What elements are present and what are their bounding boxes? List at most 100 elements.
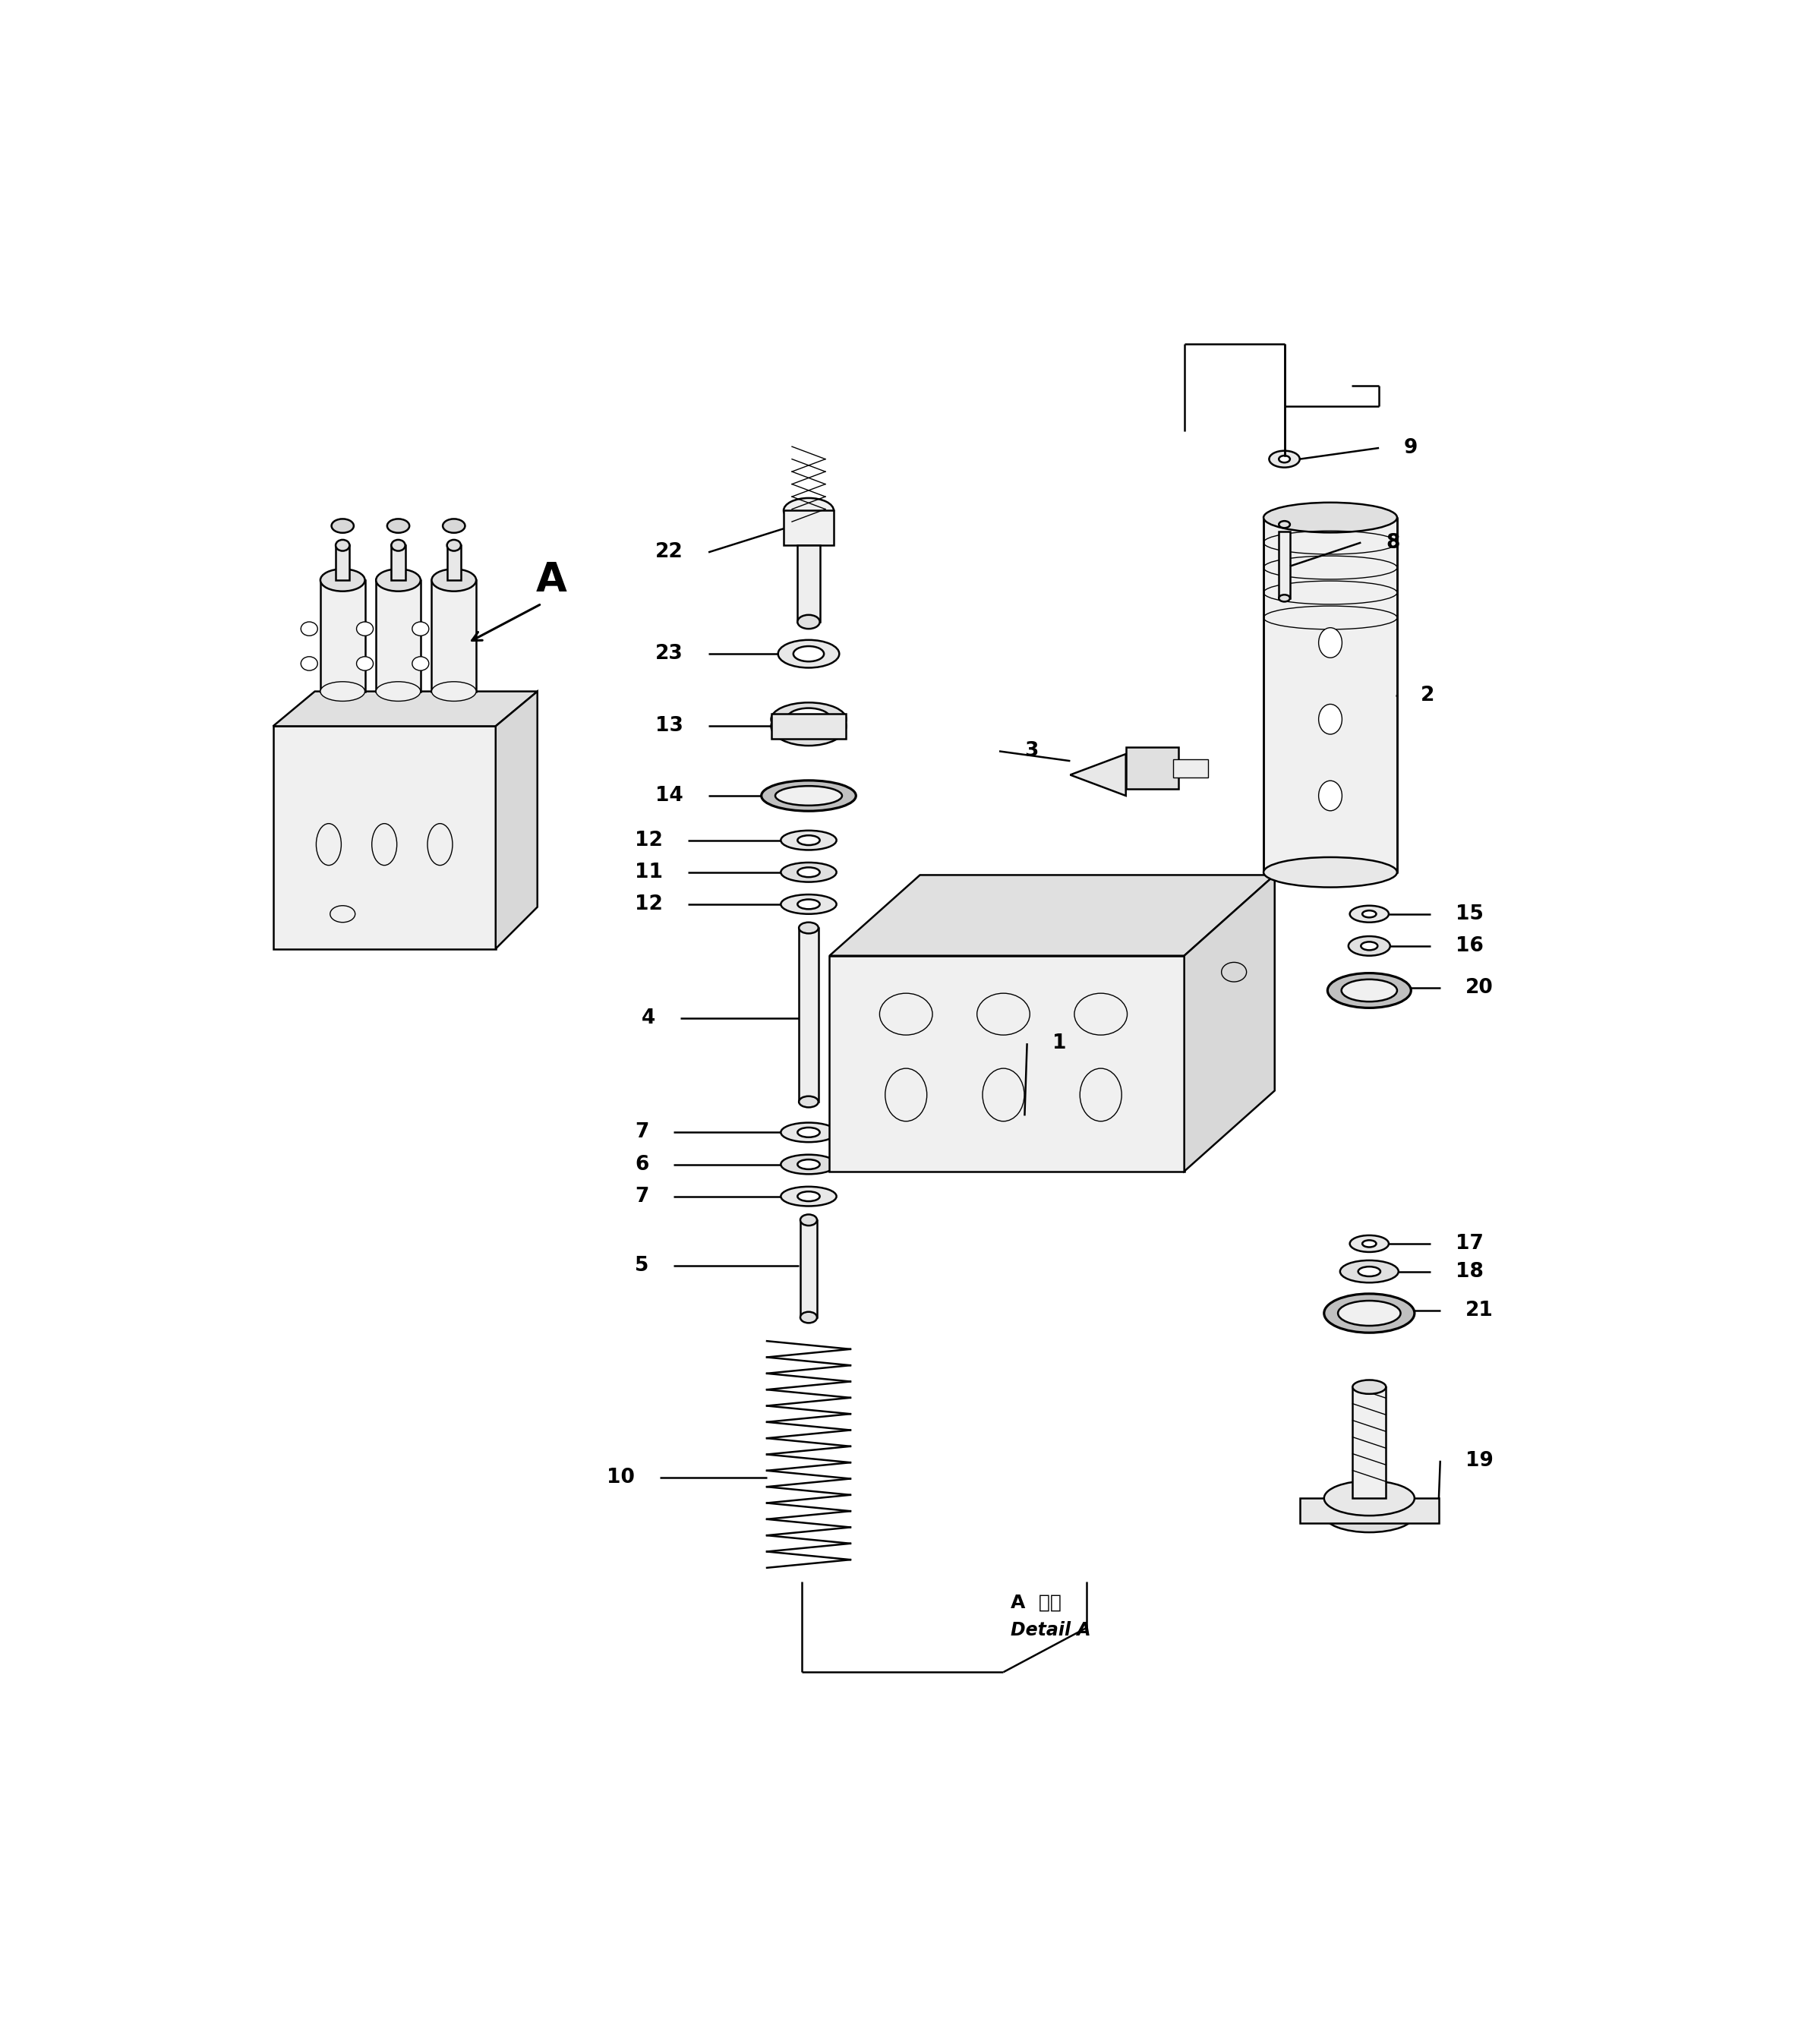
Text: 7: 7: [635, 1186, 648, 1206]
Text: 4: 4: [643, 1008, 655, 1028]
Ellipse shape: [781, 1122, 836, 1143]
Polygon shape: [495, 691, 537, 948]
Ellipse shape: [761, 781, 856, 811]
Text: 18: 18: [1456, 1261, 1483, 1282]
Ellipse shape: [1350, 905, 1389, 922]
Polygon shape: [320, 580, 364, 691]
Ellipse shape: [797, 867, 820, 877]
Text: 17: 17: [1456, 1235, 1483, 1253]
Text: 21: 21: [1465, 1300, 1493, 1320]
Ellipse shape: [1325, 1498, 1414, 1533]
Ellipse shape: [357, 656, 373, 670]
Ellipse shape: [1264, 856, 1397, 887]
Text: 15: 15: [1456, 903, 1483, 924]
Ellipse shape: [1341, 1261, 1398, 1284]
Ellipse shape: [413, 621, 429, 636]
Ellipse shape: [391, 540, 406, 552]
Bar: [801, 1220, 817, 1318]
Ellipse shape: [320, 568, 364, 591]
Ellipse shape: [1359, 1267, 1380, 1275]
Ellipse shape: [772, 707, 845, 746]
Ellipse shape: [784, 499, 833, 523]
Ellipse shape: [302, 621, 318, 636]
Ellipse shape: [1341, 979, 1397, 1002]
Ellipse shape: [781, 895, 836, 914]
Text: 23: 23: [655, 644, 684, 664]
Ellipse shape: [1278, 595, 1291, 601]
Ellipse shape: [797, 899, 820, 910]
Ellipse shape: [447, 540, 461, 552]
Bar: [772, 713, 845, 738]
Ellipse shape: [1319, 628, 1343, 658]
Ellipse shape: [1337, 1300, 1400, 1327]
Ellipse shape: [786, 707, 831, 730]
Ellipse shape: [1328, 973, 1411, 1008]
Ellipse shape: [336, 540, 350, 552]
Polygon shape: [336, 546, 350, 580]
Ellipse shape: [799, 922, 819, 934]
Polygon shape: [391, 546, 406, 580]
Text: 6: 6: [635, 1155, 648, 1173]
Ellipse shape: [431, 568, 476, 591]
Ellipse shape: [772, 703, 845, 736]
Ellipse shape: [375, 568, 420, 591]
Text: 9: 9: [1404, 437, 1418, 458]
Ellipse shape: [799, 1096, 819, 1108]
Ellipse shape: [1264, 503, 1397, 533]
Polygon shape: [1185, 875, 1274, 1171]
Ellipse shape: [801, 1214, 817, 1226]
Text: 20: 20: [1465, 977, 1493, 997]
Polygon shape: [1070, 754, 1125, 795]
Text: 10: 10: [607, 1468, 635, 1488]
Ellipse shape: [1353, 1380, 1386, 1394]
Text: 22: 22: [655, 542, 684, 562]
Ellipse shape: [781, 1155, 836, 1173]
Text: 2: 2: [1422, 685, 1434, 705]
Ellipse shape: [1325, 1294, 1414, 1333]
Bar: [1174, 760, 1208, 777]
Ellipse shape: [357, 621, 373, 636]
Polygon shape: [447, 546, 461, 580]
Bar: [1300, 1498, 1440, 1523]
Ellipse shape: [797, 1159, 820, 1169]
Ellipse shape: [1348, 936, 1389, 957]
Ellipse shape: [781, 1188, 836, 1206]
Ellipse shape: [797, 836, 820, 844]
Polygon shape: [273, 691, 537, 726]
Text: 13: 13: [655, 715, 684, 736]
Ellipse shape: [302, 656, 318, 670]
Ellipse shape: [797, 1128, 820, 1136]
Ellipse shape: [1319, 781, 1343, 811]
Polygon shape: [829, 957, 1185, 1171]
Text: 5: 5: [635, 1257, 648, 1275]
Text: 1: 1: [1052, 1034, 1066, 1053]
Text: 11: 11: [634, 863, 662, 883]
Ellipse shape: [797, 615, 820, 630]
Ellipse shape: [801, 1312, 817, 1322]
Ellipse shape: [797, 1192, 820, 1202]
Ellipse shape: [320, 681, 364, 701]
Text: A  詳細: A 詳細: [1011, 1594, 1061, 1611]
Bar: [797, 546, 820, 621]
Polygon shape: [375, 580, 420, 691]
Ellipse shape: [1350, 1235, 1389, 1253]
Text: A: A: [535, 560, 567, 599]
Ellipse shape: [1362, 910, 1377, 918]
Ellipse shape: [1361, 942, 1377, 950]
Text: 12: 12: [635, 895, 662, 914]
Ellipse shape: [775, 787, 842, 805]
Ellipse shape: [1278, 521, 1291, 527]
Ellipse shape: [443, 519, 465, 533]
Polygon shape: [829, 875, 1274, 957]
Ellipse shape: [1319, 705, 1343, 734]
Bar: [1353, 1388, 1386, 1498]
Text: 12: 12: [635, 830, 662, 850]
Polygon shape: [1264, 517, 1397, 873]
Ellipse shape: [777, 640, 840, 668]
Text: 19: 19: [1465, 1451, 1493, 1470]
Ellipse shape: [793, 646, 824, 662]
Text: 14: 14: [655, 785, 684, 805]
Ellipse shape: [1269, 452, 1300, 468]
Bar: [1278, 531, 1291, 599]
Ellipse shape: [375, 681, 420, 701]
